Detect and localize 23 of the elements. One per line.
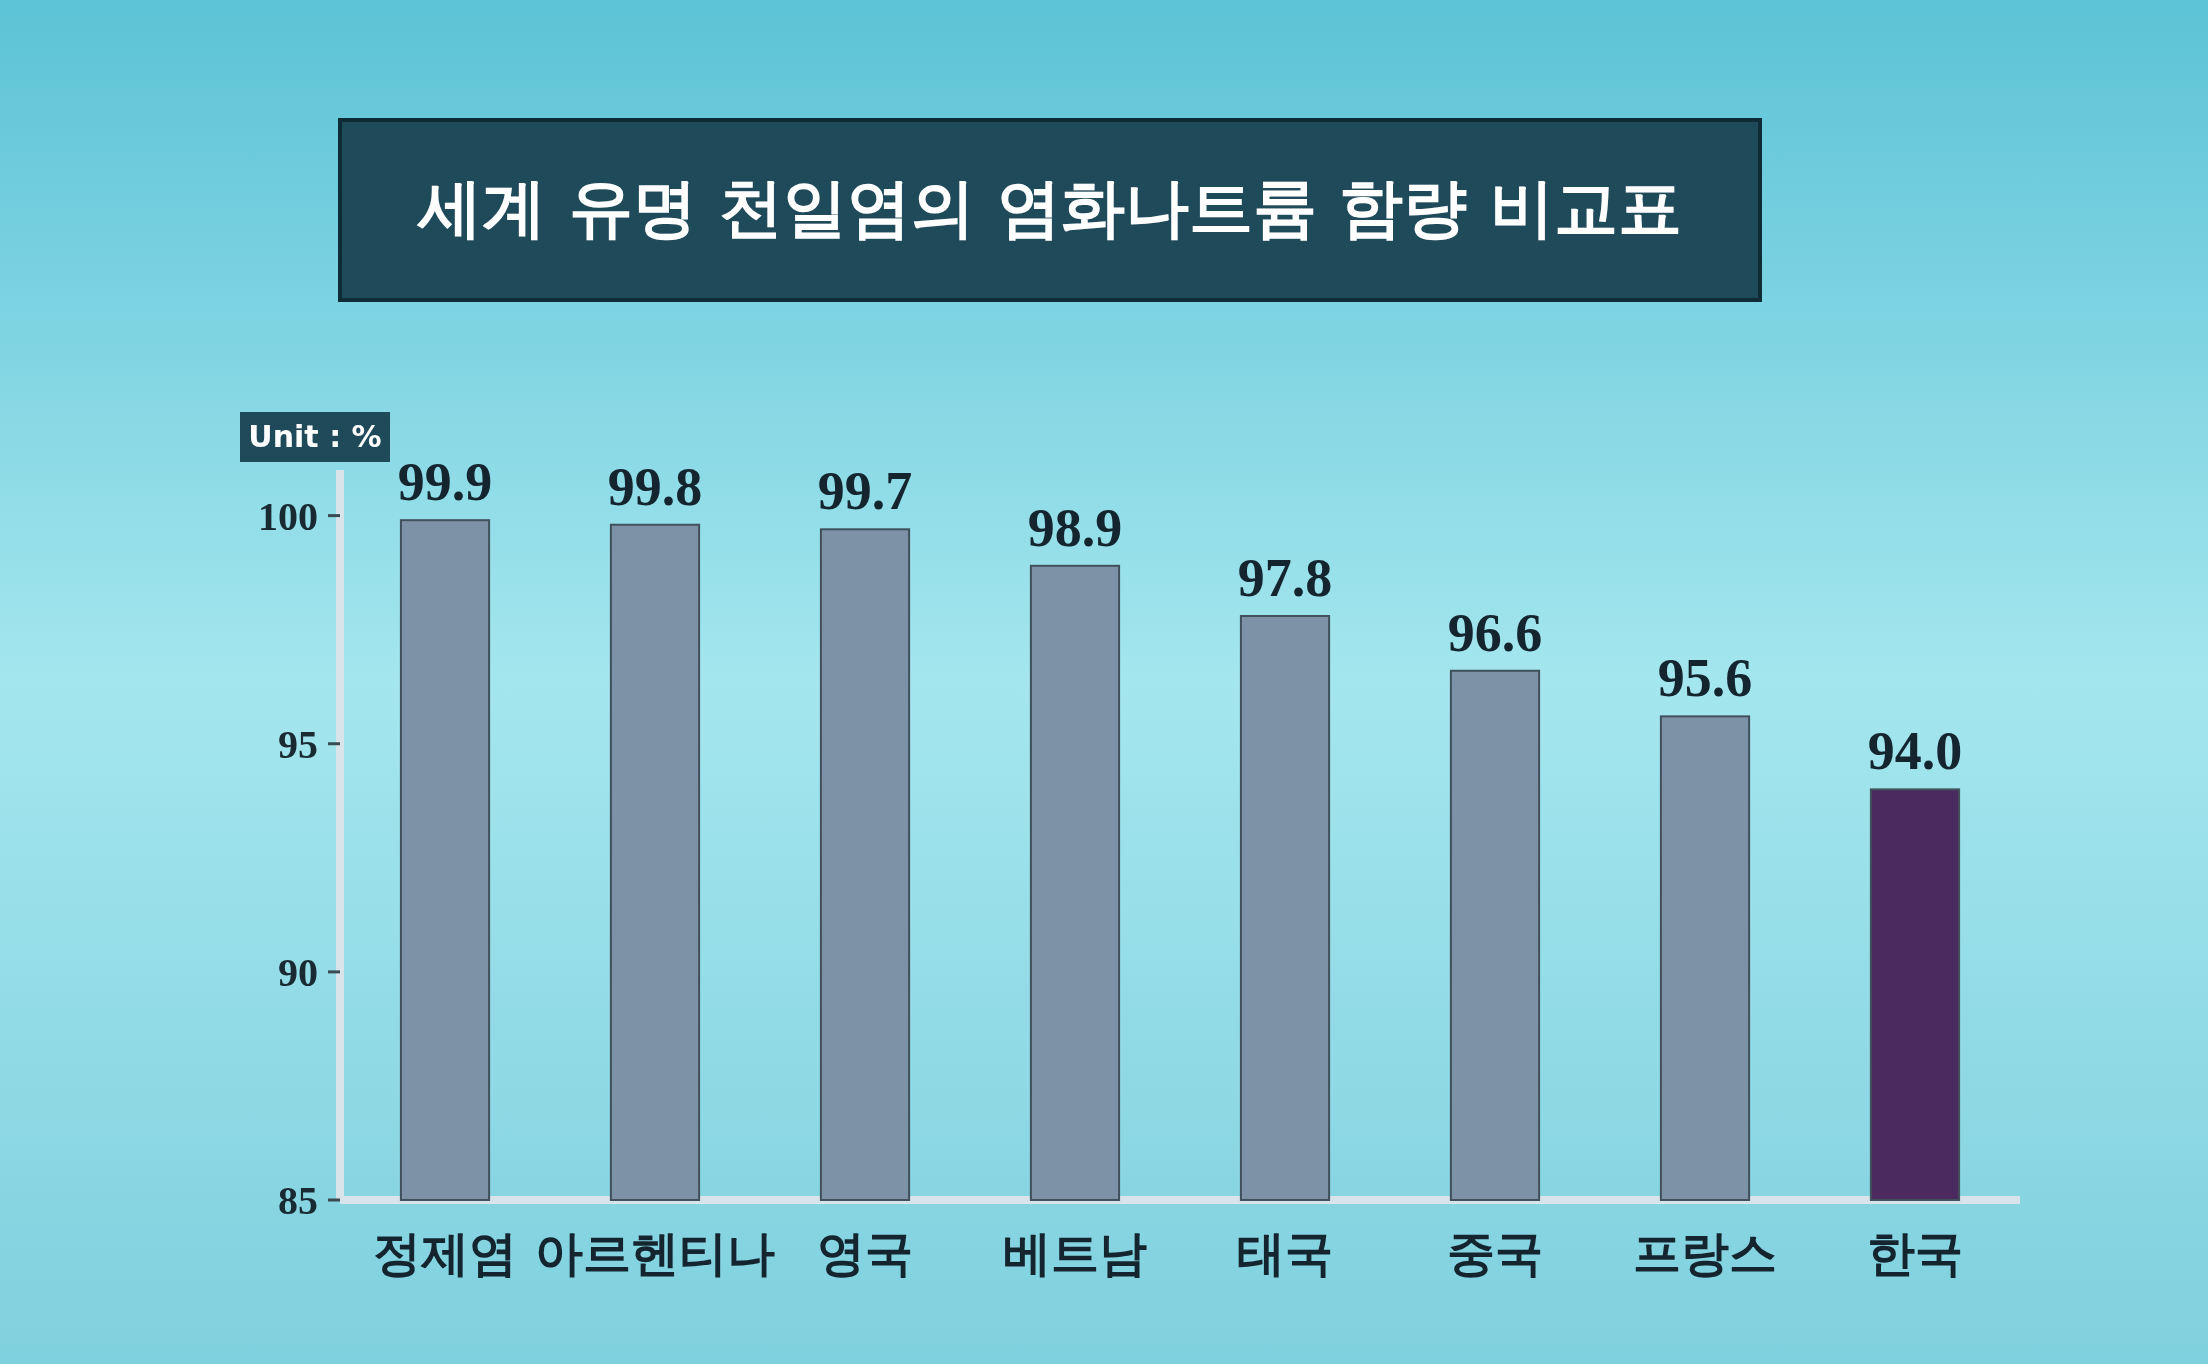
x-tick-label: 아르헨티나 xyxy=(535,1225,775,1281)
x-tick-label: 정제염 xyxy=(373,1225,517,1281)
y-tick-label: 100 xyxy=(258,493,318,539)
x-tick-label: 베트남 xyxy=(1003,1225,1147,1281)
x-tick-label: 프랑스 xyxy=(1633,1225,1777,1281)
data-label: 97.8 xyxy=(1237,548,1333,608)
y-tick-label: 90 xyxy=(278,949,318,995)
data-label: 95.6 xyxy=(1657,648,1753,709)
data-label: 99.8 xyxy=(607,456,703,517)
data-label: 99.7 xyxy=(817,461,913,522)
x-tick-label: 영국 xyxy=(817,1225,913,1281)
data-label: 96.6 xyxy=(1447,602,1543,663)
title: 세계 유명 천일염의 염화나트륨 함량 비교표 xyxy=(338,118,1762,302)
x-tick-label: 중국 xyxy=(1447,1225,1543,1281)
x-tick-label: 한국 xyxy=(1867,1225,1963,1281)
chart-title: 세계 유명 천일염의 염화나트륨 함량 비교표 xyxy=(416,171,1682,245)
data-label: 94.0 xyxy=(1867,721,1963,782)
text: Unit : % xyxy=(248,419,382,454)
data-label: 98.9 xyxy=(1027,497,1123,558)
y-tick-label: 95 xyxy=(278,721,318,767)
data-label: 99.9 xyxy=(397,452,493,513)
x-tick-label: 태국 xyxy=(1237,1225,1333,1281)
y-tick-label: 85 xyxy=(278,1178,318,1223)
